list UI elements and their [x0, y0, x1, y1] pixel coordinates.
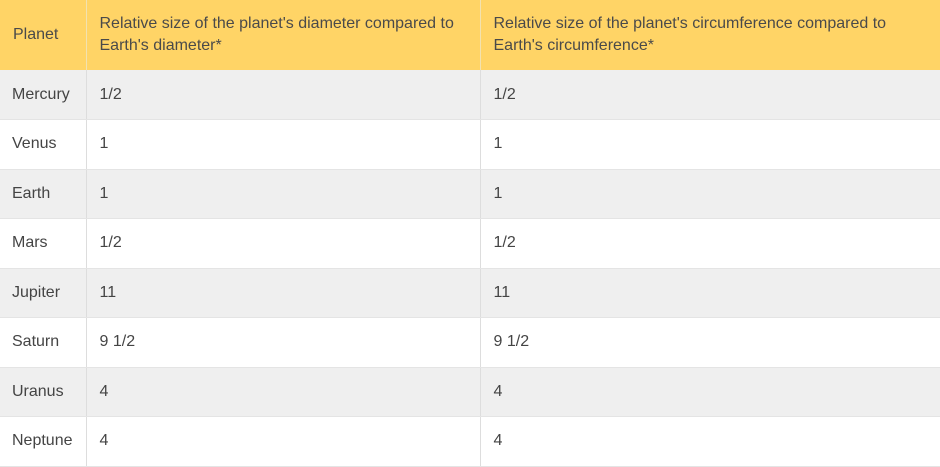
planet-name-cell: Venus	[0, 119, 87, 170]
circumference-cell: 11	[480, 268, 940, 318]
diameter-cell: 1	[86, 119, 481, 170]
header-circumference: Relative size of the planet's circumfere…	[480, 0, 940, 70]
diameter-cell: 11	[86, 268, 481, 318]
planet-name-cell: Jupiter	[0, 268, 87, 318]
table-row: Earth 1 1	[0, 169, 940, 219]
planet-name-cell: Uranus	[0, 367, 87, 417]
planet-name-cell: Mars	[0, 218, 87, 269]
header-diameter: Relative size of the planet's diameter c…	[86, 0, 481, 70]
diameter-cell: 4	[86, 416, 481, 467]
diameter-cell: 1	[86, 169, 481, 219]
planet-name-cell: Saturn	[0, 317, 87, 368]
table-body: Mercury 1/2 1/2 Venus 1 1 Earth 1 1 Mars…	[0, 70, 940, 467]
circumference-cell: 1/2	[480, 70, 940, 120]
table-row: Jupiter 11 11	[0, 268, 940, 318]
circumference-cell: 1/2	[480, 218, 940, 269]
table-row: Saturn 9 1/2 9 1/2	[0, 317, 940, 368]
header-row: Planet Relative size of the planet's dia…	[0, 0, 940, 70]
circumference-cell: 9 1/2	[480, 317, 940, 368]
table-row: Neptune 4 4	[0, 416, 940, 467]
circumference-cell: 4	[480, 416, 940, 467]
table-row: Uranus 4 4	[0, 367, 940, 417]
circumference-cell: 4	[480, 367, 940, 417]
diameter-cell: 1/2	[86, 70, 481, 120]
planet-name-cell: Mercury	[0, 70, 87, 120]
diameter-cell: 4	[86, 367, 481, 417]
table-row: Mars 1/2 1/2	[0, 218, 940, 269]
planet-name-cell: Neptune	[0, 416, 87, 467]
table-header: Planet Relative size of the planet's dia…	[0, 0, 940, 70]
circumference-cell: 1	[480, 169, 940, 219]
header-planet: Planet	[0, 0, 87, 70]
table-row: Venus 1 1	[0, 119, 940, 170]
diameter-cell: 9 1/2	[86, 317, 481, 368]
diameter-cell: 1/2	[86, 218, 481, 269]
circumference-cell: 1	[480, 119, 940, 170]
planet-name-cell: Earth	[0, 169, 87, 219]
table-row: Mercury 1/2 1/2	[0, 70, 940, 120]
